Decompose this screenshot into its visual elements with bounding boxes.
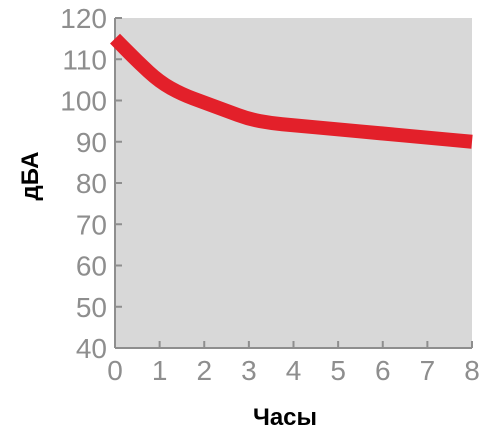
- y-tick-label: 40: [76, 333, 107, 364]
- y-tick-label: 120: [60, 3, 107, 34]
- y-axis-label: дБА: [17, 152, 44, 201]
- y-tick-label: 100: [60, 86, 107, 117]
- x-tick-label: 4: [286, 355, 302, 386]
- plot-area: [115, 18, 472, 348]
- x-tick-label: 7: [420, 355, 436, 386]
- y-tick-label: 80: [76, 168, 107, 199]
- x-tick-label: 3: [241, 355, 257, 386]
- x-tick-label: 1: [152, 355, 168, 386]
- y-tick-label: 110: [62, 44, 107, 75]
- x-tick-label: 5: [330, 355, 346, 386]
- x-axis-ticks: [114, 341, 473, 348]
- x-tick-label: 8: [464, 355, 480, 386]
- y-tick-label: 60: [76, 251, 107, 282]
- x-axis-label: Часы: [253, 404, 317, 429]
- y-tick-label: 50: [76, 292, 107, 323]
- x-tick-label: 6: [375, 355, 391, 386]
- y-tick-label: 70: [76, 209, 107, 240]
- y-tick-label: 90: [76, 127, 107, 158]
- series-line: [110, 33, 473, 149]
- x-tick-label: 2: [196, 355, 212, 386]
- x-tick-label: 0: [107, 355, 123, 386]
- y-tick-labels: 120 110 100 90 80 70 60 50 40: [60, 3, 107, 364]
